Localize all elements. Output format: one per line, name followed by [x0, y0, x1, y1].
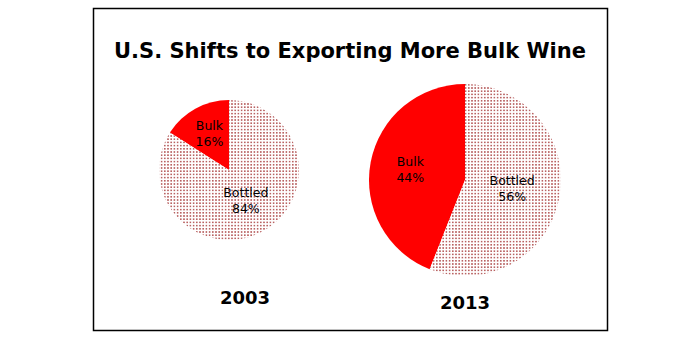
frame — [94, 9, 608, 331]
slice-name: Bottled — [223, 185, 268, 200]
slice-value: 84% — [232, 201, 260, 216]
slice-name: Bottled — [490, 173, 535, 188]
title: U.S. Shifts to Exporting More Bulk Wine — [114, 39, 586, 63]
slice-name: Bulk — [196, 118, 224, 133]
data-label: Bulk44% — [396, 154, 424, 185]
pie-title: 2003 — [220, 287, 270, 308]
data-label: Bottled84% — [223, 185, 268, 216]
data-label: Bottled56% — [490, 173, 535, 204]
slice-name: Bulk — [397, 154, 425, 169]
pie-slice — [430, 84, 561, 276]
slice-value: 44% — [396, 170, 424, 185]
pie-slice — [159, 100, 299, 240]
chart: U.S. Shifts to Exporting More Bulk Wine B… — [0, 0, 700, 346]
pie-title: 2013 — [440, 292, 490, 313]
slice-value: 56% — [498, 189, 526, 204]
pie — [159, 100, 299, 240]
data-label: Bulk16% — [196, 118, 224, 149]
slice-value: 16% — [196, 134, 224, 149]
pie — [369, 84, 561, 276]
